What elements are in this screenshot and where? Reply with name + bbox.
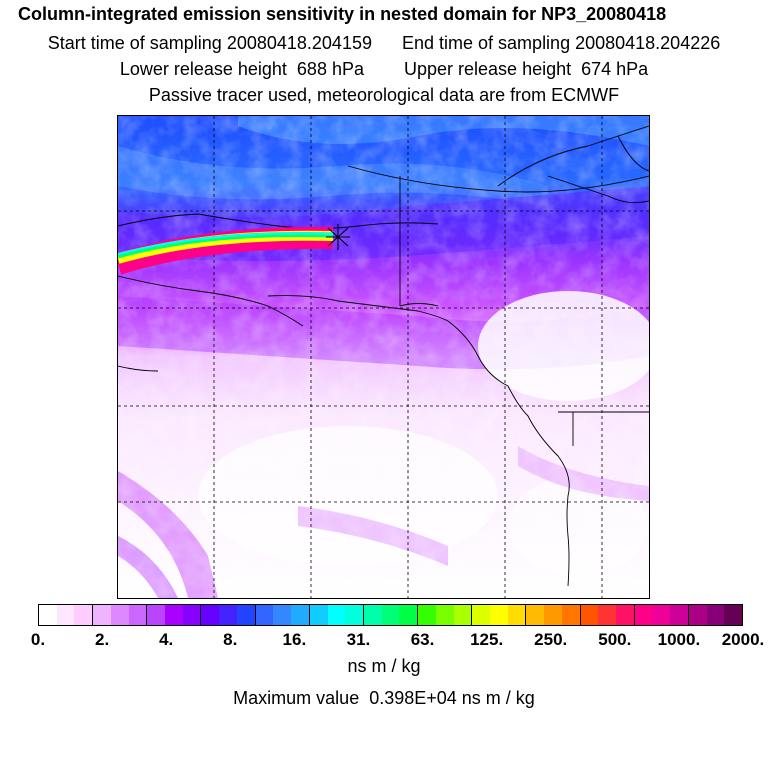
colorbar-tick-label: 16. xyxy=(282,630,307,649)
upper-release-label: Upper release height 674 hPa xyxy=(404,59,649,79)
colorbar-segment xyxy=(399,605,419,625)
colorbar-segment xyxy=(363,605,382,625)
map-title: Column-integrated emission sensitivity i… xyxy=(18,4,667,24)
map-canvas xyxy=(114,116,658,598)
colorbar-segment xyxy=(201,605,220,625)
colorbar-segment xyxy=(706,605,725,625)
colorbar-tick-label: 250. xyxy=(534,630,568,649)
colorbar-segment xyxy=(345,605,364,625)
colorbar-segment xyxy=(381,605,400,625)
map-grid xyxy=(118,116,649,598)
colorbar xyxy=(38,604,743,626)
colorbar-segment xyxy=(688,605,707,625)
colorbar-segment xyxy=(580,605,599,625)
colorbar-segment xyxy=(309,605,328,625)
colorbar-tick-label: 0. xyxy=(30,630,46,649)
colorbar-segment xyxy=(453,605,473,625)
colorbar-segment xyxy=(472,605,490,625)
colorbar-tick-label: 8. xyxy=(223,630,238,649)
tracer-note: Passive tracer used, meteorological data… xyxy=(148,85,620,105)
colorbar-segment xyxy=(489,605,508,625)
colorbar-segment xyxy=(435,605,454,625)
lower-release-label: Lower release height 688 hPa xyxy=(119,59,364,79)
colorbar-segment xyxy=(110,605,129,625)
colorbar-segment xyxy=(724,605,743,625)
colorbar-segment xyxy=(634,605,653,625)
end-time-label: End time of sampling 20080418.204226 xyxy=(402,33,721,53)
colorbar-tick-label: 500. xyxy=(598,630,632,649)
colorbar-tick-label: 2000. xyxy=(721,630,765,649)
colorbar-segment xyxy=(526,605,545,625)
colorbar-tick-label: 125. xyxy=(470,630,504,649)
colorbar-segment xyxy=(418,605,436,625)
colorbar-segment xyxy=(273,605,292,625)
start-time-label: Start time of sampling 20080418.204159 xyxy=(47,33,372,53)
colorbar-segment xyxy=(219,605,237,625)
colorbar-segment xyxy=(598,605,616,625)
colorbar-segment xyxy=(561,605,581,625)
colorbar-segment xyxy=(507,605,527,625)
colorbar-segment xyxy=(327,605,346,625)
colorbar-segment xyxy=(182,605,202,625)
coastlines xyxy=(117,125,650,587)
colorbar-tick-label: 4. xyxy=(159,630,174,649)
colorbar-tick-label: 1000. xyxy=(657,630,701,649)
colorbar-tick-label: 63. xyxy=(410,630,435,649)
sampling-times: Start time of sampling 20080418.204159 E… xyxy=(0,33,768,54)
colorbar-segment xyxy=(39,605,57,625)
colorbar-segment xyxy=(255,605,274,625)
colorbar-segment xyxy=(236,605,256,625)
colorbar-segment xyxy=(616,605,635,625)
colorbar-segment xyxy=(74,605,94,625)
colorbar-segment xyxy=(165,605,183,625)
colorbar-unit: ns m / kg xyxy=(347,656,421,676)
colorbar-tick-label: 31. xyxy=(346,630,371,649)
colorbar-segment xyxy=(670,605,689,625)
maximum-value: Maximum value 0.398E+04 ns m / kg xyxy=(233,688,535,708)
colorbar-tick-label: 2. xyxy=(94,630,110,649)
release-heights: Lower release height 688 hPa Upper relea… xyxy=(0,59,768,80)
colorbar-segment xyxy=(93,605,111,625)
colorbar-ticks: 0. 2. 4. 8. 16. 31. 63. 125. 250. 500. 1000. 2000. xyxy=(0,630,768,650)
colorbar-segment xyxy=(128,605,148,625)
colorbar-segment xyxy=(291,605,310,625)
colorbar-segment xyxy=(56,605,75,625)
colorbar-segment xyxy=(652,605,671,625)
trajectory-plume xyxy=(114,226,334,275)
sensitivity-map xyxy=(114,115,658,599)
release-point-marker xyxy=(326,224,350,250)
colorbar-segment xyxy=(544,605,562,625)
colorbar-segment xyxy=(147,605,166,625)
